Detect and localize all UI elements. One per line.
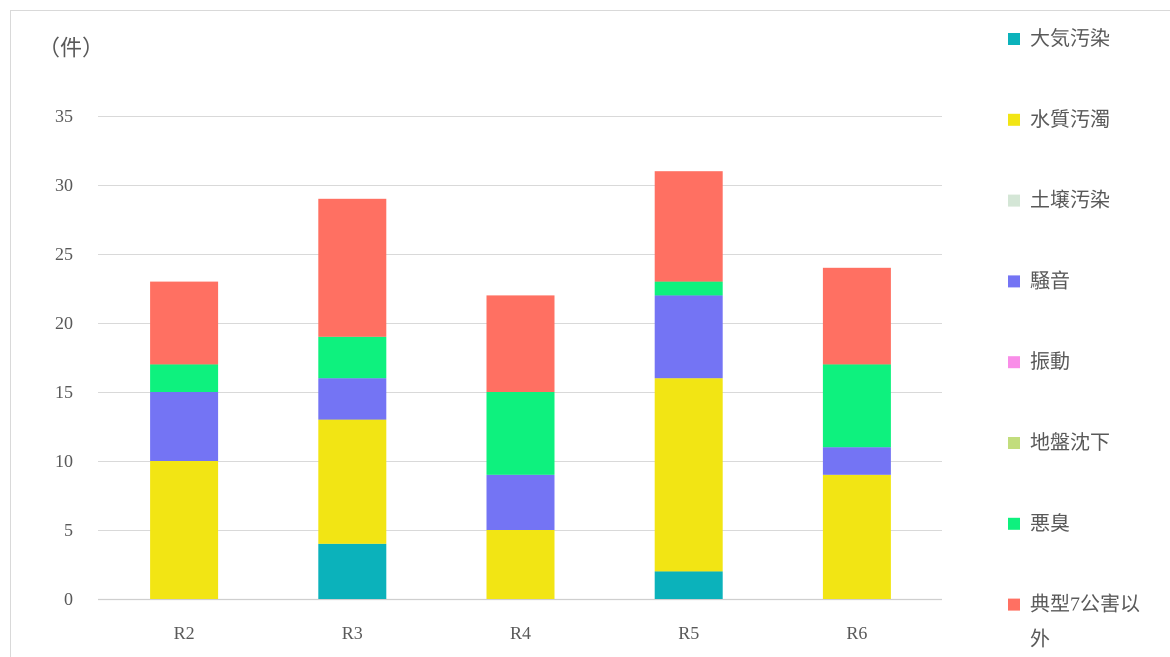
legend-label: 振動 — [1030, 350, 1070, 373]
legend-item: 典型7公害以外 — [1008, 593, 1140, 651]
y-tick-label: 0 — [64, 589, 73, 609]
legend-label: 地盤沈下 — [1030, 431, 1110, 454]
legend-item: 地盤沈下 — [1008, 431, 1110, 454]
bar-segment — [318, 336, 387, 379]
bar-segment — [150, 461, 219, 599]
bar-segment — [318, 419, 387, 544]
legend-label: 悪臭 — [1030, 512, 1070, 535]
y-tick-label: 25 — [55, 244, 73, 264]
legend-swatch — [1008, 356, 1020, 369]
x-tick-label: R6 — [846, 623, 867, 643]
bar-segment — [318, 543, 387, 599]
legend-swatch — [1008, 275, 1020, 288]
y-tick-label: 10 — [55, 451, 73, 471]
bar-segment — [654, 295, 723, 379]
x-tick-label: R4 — [510, 623, 531, 643]
y-tick-label: 20 — [55, 313, 73, 333]
bar-segment — [486, 392, 555, 475]
bar-segment — [150, 364, 219, 392]
bar-segment — [150, 392, 219, 461]
x-tick-label: R3 — [342, 623, 363, 643]
legend-label: 土壌汚染 — [1030, 189, 1110, 212]
bar-segment — [318, 198, 387, 337]
legend-label: 大気汚染 — [1030, 27, 1110, 50]
bar-segment — [318, 378, 387, 420]
bar-segment — [822, 267, 891, 365]
y-tick-label: 5 — [64, 520, 73, 540]
bar-segment — [486, 530, 555, 599]
legend-swatch — [1008, 437, 1020, 449]
legend-item: 大気汚染 — [1008, 27, 1110, 50]
legend-swatch — [1008, 33, 1020, 45]
legend-label: 騒音 — [1030, 269, 1070, 292]
legend-swatch — [1008, 598, 1020, 611]
x-axis-ticks: R2 R3 R4 R5 R6 — [174, 623, 868, 643]
y-tick-label: 30 — [55, 175, 73, 195]
bar-segment — [150, 281, 219, 365]
bars — [150, 171, 891, 599]
bar-segment — [654, 378, 723, 572]
y-tick-label: 15 — [55, 382, 73, 402]
legend-item: 水質汚濁 — [1008, 108, 1110, 131]
bar-segment — [654, 571, 723, 599]
y-axis-ticks: 0 5 10 15 20 25 30 35 — [55, 106, 73, 609]
legend-label: 水質汚濁 — [1030, 108, 1110, 131]
bar-segment — [654, 171, 723, 282]
legend-item: 騒音 — [1008, 269, 1070, 292]
bar-segment — [822, 474, 891, 599]
x-tick-label: R2 — [174, 623, 195, 643]
x-tick-label: R5 — [678, 623, 699, 643]
legend-label: 典型7公害以外 — [1030, 593, 1140, 651]
bar-segment — [654, 281, 723, 296]
legend-item: 土壌汚染 — [1008, 189, 1110, 212]
legend-item: 振動 — [1008, 350, 1070, 373]
legend-swatch — [1008, 194, 1020, 207]
bar-segment — [822, 447, 891, 475]
legend-item: 悪臭 — [1008, 512, 1070, 535]
bar-segment — [486, 295, 555, 392]
legend-swatch — [1008, 517, 1020, 530]
bar-segment — [486, 474, 555, 530]
y-tick-label: 35 — [55, 106, 73, 126]
bar-segment — [822, 364, 891, 448]
chart-frame — [10, 10, 1170, 657]
y-axis-label: （件） — [38, 36, 104, 61]
legend-swatch — [1008, 113, 1020, 126]
